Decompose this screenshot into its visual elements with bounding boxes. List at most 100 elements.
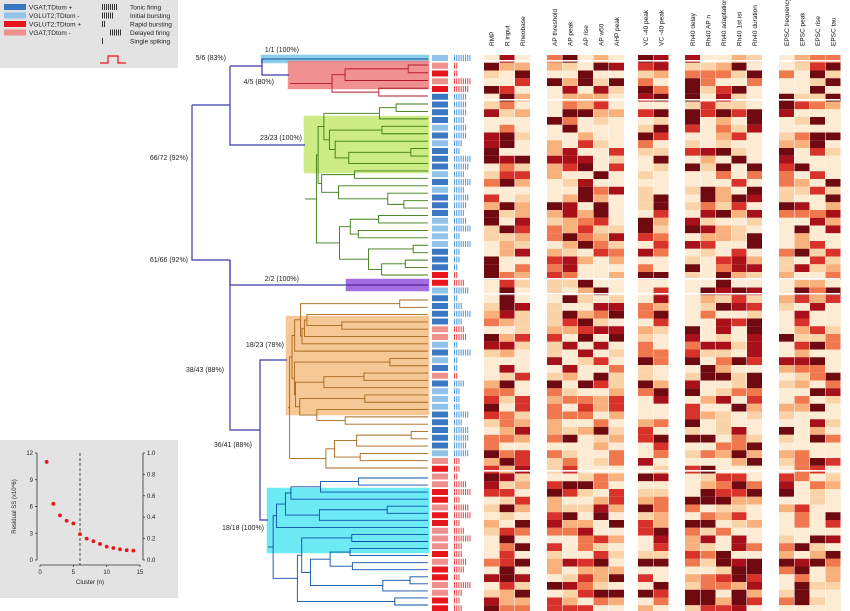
firing-mark [456, 217, 458, 224]
heatmap-cell [638, 202, 653, 211]
firing-mark [454, 140, 456, 147]
heatmap-cell [747, 380, 762, 389]
heatmap-cell [716, 504, 731, 513]
heatmap-cell [609, 403, 624, 412]
heatmap-cell [578, 419, 593, 428]
heatmap-cell [794, 496, 810, 505]
population-cell [432, 496, 448, 503]
firing-mark [467, 155, 469, 162]
heatmap-cell [810, 489, 825, 497]
heatmap-cell [731, 365, 747, 373]
heatmap-cell [609, 574, 624, 583]
heatmap-cell [653, 225, 669, 234]
dendrogram-link [259, 430, 268, 521]
firing-mark [454, 388, 456, 395]
heatmap-cell [779, 411, 794, 420]
legend-spike-mark [114, 29, 115, 36]
heatmap-cell [593, 62, 609, 71]
heatmap-cell [653, 558, 669, 567]
heatmap-cell [593, 442, 609, 451]
population-cell [432, 295, 448, 302]
heatmap-cell [547, 334, 562, 342]
heatmap-cell [484, 442, 499, 451]
firing-mark [454, 194, 456, 201]
heatmap-cell [593, 396, 609, 404]
heatmap-cell [515, 318, 530, 327]
heatmap-cell [810, 132, 825, 141]
heatmap-cell [716, 132, 731, 141]
heatmap-cell [810, 396, 825, 404]
heatmap-cell [562, 582, 578, 590]
firing-mark [454, 535, 456, 542]
heatmap-cell [716, 62, 731, 71]
heatmap-cell [685, 411, 700, 420]
heatmap-cell [562, 326, 578, 335]
heatmap-cell [515, 93, 530, 102]
heatmap-cell [700, 458, 716, 466]
heatmap-cell [716, 605, 731, 611]
firing-mark [462, 512, 464, 519]
heatmap-cell [609, 117, 624, 125]
heatmap-cell [747, 171, 762, 180]
heatmap-cell [593, 241, 609, 249]
heatmap-cell [562, 566, 578, 575]
firing-mark [454, 86, 456, 92]
heatmap-cell [810, 303, 825, 311]
heatmap-cell [515, 279, 530, 288]
heatmap-cell [499, 465, 515, 474]
firing-mark [454, 163, 456, 170]
heatmap-cell [653, 272, 669, 280]
heatmap-cell [700, 248, 716, 257]
scree-xtick-label: 0 [38, 570, 42, 576]
heatmap-cell [747, 163, 762, 172]
cluster-branch [387, 192, 428, 205]
heatmap-cell [747, 202, 762, 211]
population-cell [432, 70, 448, 77]
heatmap-cell [700, 450, 716, 459]
dendrogram: 1/1 (100%)5/6 (83%)4/5 (80%)23/23 (100%)… [150, 47, 430, 606]
heatmap-column-header: EPSC peak [800, 12, 807, 46]
heatmap-cell [685, 248, 700, 257]
firing-mark [454, 117, 456, 123]
heatmap-cell [653, 357, 669, 366]
heatmap-cell [484, 512, 499, 521]
heatmap-cell [638, 357, 653, 366]
heatmap-cell [731, 589, 747, 598]
firing-mark [465, 217, 467, 224]
heatmap-cell [653, 582, 669, 590]
scree-point [78, 532, 82, 537]
population-cell [432, 202, 448, 209]
firing-mark [454, 574, 456, 581]
heatmap-cell [825, 287, 841, 296]
heatmap-cell [779, 357, 794, 366]
heatmap-cell [547, 582, 562, 590]
firing-mark [454, 349, 456, 356]
heatmap-cell [609, 496, 624, 505]
firing-mark [462, 334, 464, 340]
firing-mark [462, 86, 464, 92]
legend-spike-mark [112, 4, 113, 10]
heatmap-cell [700, 233, 716, 242]
heatmap-cell [547, 93, 562, 102]
heatmap-column-header: AP threshold [552, 9, 559, 46]
scree-point [131, 548, 136, 553]
heatmap-cell [515, 558, 530, 567]
firing-mark [456, 202, 458, 209]
heatmap-cell [685, 473, 700, 482]
scree-point [98, 542, 102, 546]
heatmap-cell [747, 155, 762, 164]
heatmap-cell [747, 62, 762, 71]
firing-mark [454, 318, 456, 325]
heatmap-cell [747, 496, 762, 505]
heatmap-cell [810, 148, 825, 156]
heatmap-cell [547, 442, 562, 451]
firing-mark [465, 202, 467, 209]
firing-mark [467, 179, 469, 185]
heatmap-cell [747, 140, 762, 149]
heatmap-cell [562, 109, 578, 118]
heatmap-cell [638, 318, 653, 327]
heatmap-cell [593, 489, 609, 497]
heatmap-cell [716, 256, 731, 265]
heatmap-cell [716, 527, 731, 536]
firing-mark [456, 117, 458, 123]
